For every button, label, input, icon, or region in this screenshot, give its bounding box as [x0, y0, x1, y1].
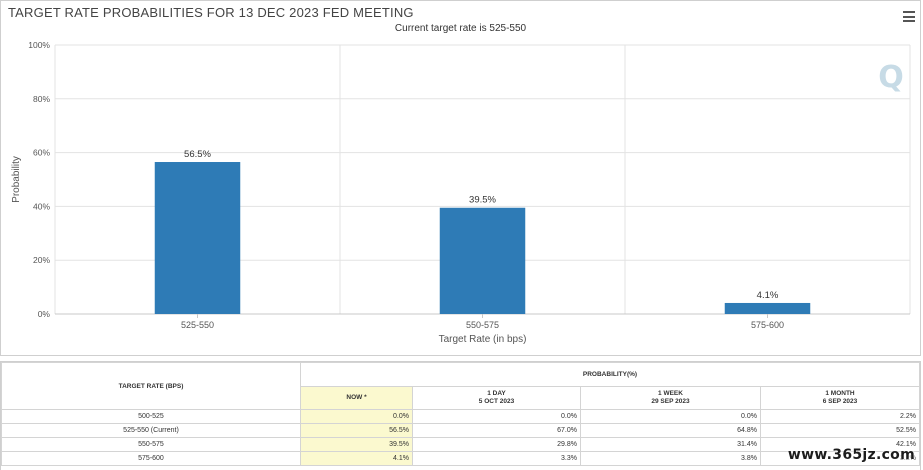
header-col-0: NOW * — [300, 385, 413, 410]
table-cell: 3.3% — [412, 451, 581, 466]
y-tick-label: 40% — [33, 201, 50, 211]
table-cell: 4.1% — [300, 451, 413, 466]
bar-575-600[interactable] — [724, 302, 811, 314]
y-axis-title: Probability — [11, 156, 22, 203]
y-tick-label: 20% — [33, 255, 50, 265]
table-cell: 31.4% — [580, 437, 761, 452]
y-tick-label: 60% — [33, 148, 50, 158]
header-target-rate: TARGET RATE (BPS) — [1, 362, 301, 410]
y-tick-label: 100% — [28, 40, 50, 50]
y-tick-label: 80% — [33, 94, 50, 104]
x-tick-label: 575-600 — [751, 320, 784, 330]
row-rate-label: 500-525 — [1, 409, 301, 424]
table-row: 500-525 0.0% 0.0% 0.0% 2.2% — [1, 409, 920, 424]
table-cell: 3.8% — [580, 451, 761, 466]
row-rate-label: 525-550 (Current) — [1, 423, 301, 438]
table-row: 575-600 4.1% 3.3% 3.8% 3.2% — [1, 451, 920, 466]
header-probability: PROBABILITY(%) — [300, 362, 920, 387]
header-col-date: 5 OCT 2023 — [478, 397, 515, 405]
bar-data-label: 56.5% — [184, 149, 211, 160]
table-cell: 39.5% — [300, 437, 413, 452]
table-cell: 52.5% — [760, 423, 920, 438]
x-tick-label: 525-550 — [181, 320, 214, 330]
header-col-1: 1 DAY 5 OCT 2023 — [412, 385, 581, 410]
table-cell: 3.2% — [760, 451, 920, 466]
header-col-label: 1 WEEK — [658, 389, 683, 397]
table-row: 550-575 39.5% 29.8% 31.4% 42.1% — [1, 437, 920, 452]
table-row: 525-550 (Current) 56.5% 67.0% 64.8% 52.5% — [1, 423, 920, 438]
header-col-label: 1 MONTH — [825, 389, 855, 397]
header-col-date: 29 SEP 2023 — [651, 397, 690, 405]
table-cell: 2.2% — [760, 409, 920, 424]
bar-525-550[interactable] — [154, 162, 241, 314]
quikstrike-logo-icon: Q — [878, 60, 904, 95]
bar-data-label: 4.1% — [757, 290, 779, 301]
header-col-label: 1 DAY — [487, 389, 506, 397]
y-tick-label: 0% — [38, 309, 51, 319]
table-cell: 56.5% — [300, 423, 413, 438]
header-col-date: 6 SEP 2023 — [822, 397, 858, 405]
bar-chart: 0% 20% 40% 60% 80% 100% 56.5% 525-550 39.5% 550-5… — [11, 40, 911, 345]
table-cell: 0.0% — [580, 409, 761, 424]
table-cell: 64.8% — [580, 423, 761, 438]
header-col-2: 1 WEEK 29 SEP 2023 — [580, 385, 761, 410]
chart-subtitle: Current target rate is 525-550 — [394, 23, 527, 34]
table-cell: 0.0% — [300, 409, 413, 424]
bar-550-575[interactable] — [439, 207, 526, 314]
table-cell: 67.0% — [412, 423, 581, 438]
bar-data-label: 39.5% — [469, 195, 496, 206]
x-tick-label: 550-575 — [466, 320, 499, 330]
probability-table: TARGET RATE (BPS) PROBABILITY(%) NOW * 1 … — [1, 362, 920, 466]
probability-table-panel: TARGET RATE (BPS) PROBABILITY(%) NOW * 1 … — [0, 361, 921, 470]
header-col-3: 1 MONTH 6 SEP 2023 — [760, 385, 920, 410]
hamburger-menu-icon[interactable] — [903, 11, 915, 22]
x-axis-title: Target Rate (in bps) — [439, 334, 527, 345]
chart-title: TARGET RATE PROBABILITIES FOR 13 DEC 202… — [8, 5, 414, 20]
row-rate-label: 575-600 — [1, 451, 301, 466]
table-cell: 29.8% — [412, 437, 581, 452]
row-rate-label: 550-575 — [1, 437, 301, 452]
table-cell: 0.0% — [412, 409, 581, 424]
site-watermark: www.365jz.com — [787, 447, 915, 463]
header-col-label: NOW * — [346, 393, 367, 401]
